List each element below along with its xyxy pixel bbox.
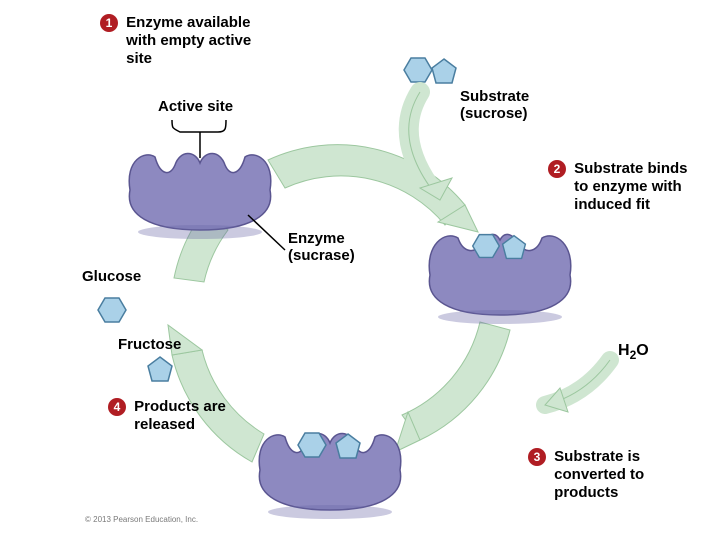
h2o-label: H2O	[618, 342, 649, 362]
enzyme-bound	[429, 234, 571, 324]
substrate-label: Substrate (sucrose)	[460, 88, 529, 122]
step-2-badge: 2	[548, 160, 566, 178]
copyright-text: © 2013 Pearson Education, Inc.	[85, 515, 198, 524]
step-2-label: 2 Substrate binds to enzyme with induced…	[548, 160, 688, 214]
fructose-label: Fructose	[118, 336, 181, 353]
active-site-label: Active site	[158, 98, 233, 115]
active-site-bracket	[172, 120, 226, 132]
enzyme-empty	[129, 153, 271, 239]
step-1-badge: 1	[100, 14, 118, 32]
glucose-label: Glucose	[82, 268, 141, 285]
enzyme-products	[259, 433, 401, 519]
step-3-badge: 3	[528, 448, 546, 466]
released-glucose	[98, 298, 126, 322]
enzyme-label: Enzyme (sucrase)	[288, 230, 355, 264]
step-4-badge: 4	[108, 398, 126, 416]
step-3-label: 3 Substrate is converted to products	[528, 448, 644, 502]
released-fructose	[148, 357, 172, 381]
step-1-label: 1 Enzyme available with empty active sit…	[100, 14, 251, 68]
step-4-label: 4 Products are released	[108, 398, 226, 434]
substrate-sucrose	[404, 58, 456, 83]
